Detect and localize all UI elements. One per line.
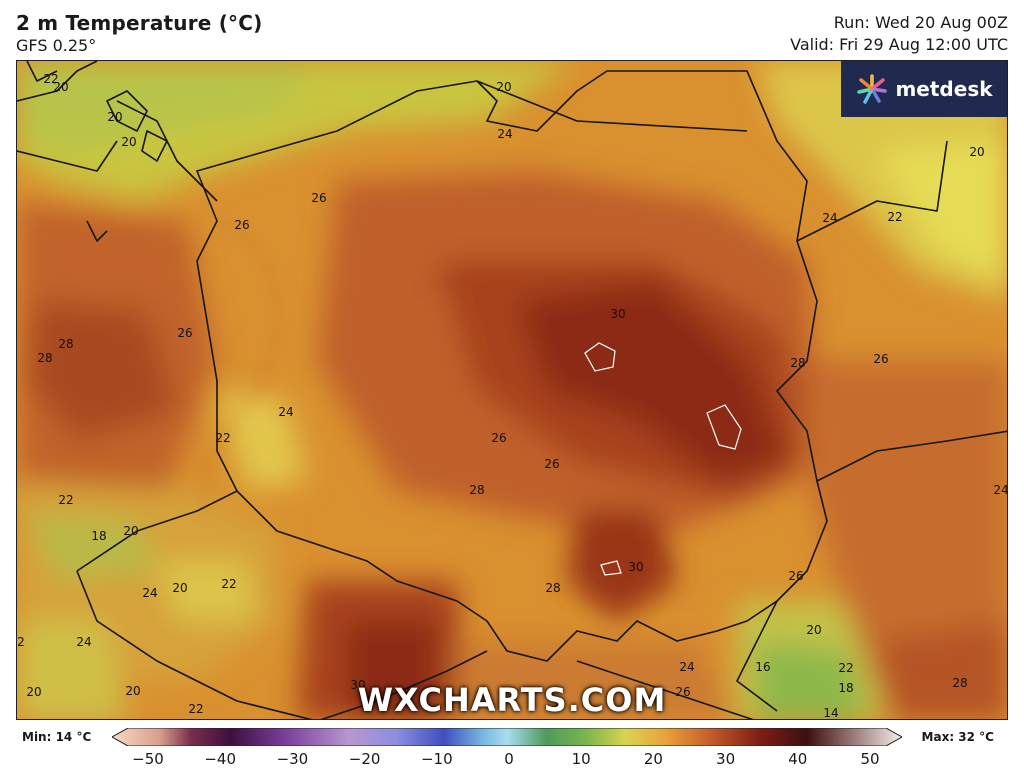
color-scale-tick: 50 [860,750,880,768]
isotherm-label: 20 [125,684,140,698]
isotherm-label: 22 [887,210,902,224]
run-time: Run: Wed 20 Aug 00Z [833,13,1008,32]
metdesk-logo: metdesk [841,61,1007,117]
isotherm-label: 16 [755,660,770,674]
color-scale-tick: −50 [132,750,164,768]
isotherm-label: 20 [172,581,187,595]
isotherm-label: 20 [496,80,511,94]
isotherm-label: 24 [278,405,293,419]
isotherm-label: 28 [952,676,967,690]
color-scale-tick: 30 [716,750,736,768]
isotherm-label: 26 [234,218,249,232]
isotherm-label: 30 [350,678,365,692]
isotherm-label: 24 [993,483,1008,497]
isotherm-label: 22 [43,72,58,86]
isotherm-label: 28 [58,337,73,351]
isotherm-label: 26 [873,352,888,366]
isotherm-label: 28 [790,356,805,370]
isotherm-label: 20 [107,110,122,124]
color-scale-gradient [112,728,902,746]
min-temperature-label: Min: 14 °C [22,730,92,744]
isotherm-label: 24 [497,127,512,141]
isotherm-label: 20 [53,80,68,94]
valid-time: Valid: Fri 29 Aug 12:00 UTC [790,35,1008,54]
chart-header-left: 2 m Temperature (°C) GFS 0.25° [16,10,262,56]
color-scale-tick: −20 [348,750,381,768]
isotherm-label: 20 [121,135,136,149]
isotherm-label: 26 [177,326,192,340]
isotherm-label: 24 [142,586,157,600]
color-scale-tick: −30 [276,750,309,768]
color-scale-tick: 20 [643,750,663,768]
isotherm-label: 24 [822,211,837,225]
metdesk-logo-icon [857,74,888,104]
isotherm-label: 28 [469,483,484,497]
isotherm-label: 24 [679,660,694,674]
isotherm-label: 26 [491,431,506,445]
isotherm-label: 20 [969,145,984,159]
isotherm-label: 20 [806,623,821,637]
isotherm-label: 30 [628,560,643,574]
isotherm-label: 20 [123,524,138,538]
isotherm-label: 28 [545,581,560,595]
isotherm-label: 26 [311,191,326,205]
isotherm-label: 18 [838,681,853,695]
chart-header-right: Run: Wed 20 Aug 00Z Valid: Fri 29 Aug 12… [790,12,1008,56]
isotherm-label: 18 [91,529,106,543]
metdesk-logo-text: metdesk [895,77,993,101]
color-scale-tick: −10 [420,750,453,768]
isotherm-label: 22 [838,661,853,675]
color-scale-tick: −40 [204,750,237,768]
isotherm-label: 24 [76,635,91,649]
color-scale-tick: 40 [788,750,808,768]
isotherm-label: 22 [215,431,230,445]
isotherm-label: 20 [26,685,41,699]
color-scale-tick: 10 [571,750,591,768]
isotherm-label: 14 [823,706,838,720]
isotherm-label: 30 [610,307,625,321]
isotherm-label: 26 [788,569,803,583]
isotherm-label: 26 [544,457,559,471]
color-scale-bar: Min: 14 °C Max: 32 °C [0,720,1024,784]
isotherm-label: 22 [188,702,203,716]
max-temperature-label: Max: 32 °C [921,730,994,744]
isotherm-label: 22 [221,577,236,591]
chart-title: 2 m Temperature (°C) [16,11,263,35]
isotherm-label: 28 [37,351,52,365]
isotherm-label: 26 [675,685,690,699]
isotherm-label: 22 [58,493,73,507]
model-name: GFS 0.25° [16,36,97,55]
temperature-map: 22 20 20 20 20 24 20 26 26 24 22 30 28 28 26 28 26 24 22 26… [16,60,1008,720]
isotherm-label: 2 [17,635,25,649]
wxcharts-watermark: WXCHARTS.COM [357,681,667,719]
color-scale-tick: 0 [504,750,514,768]
